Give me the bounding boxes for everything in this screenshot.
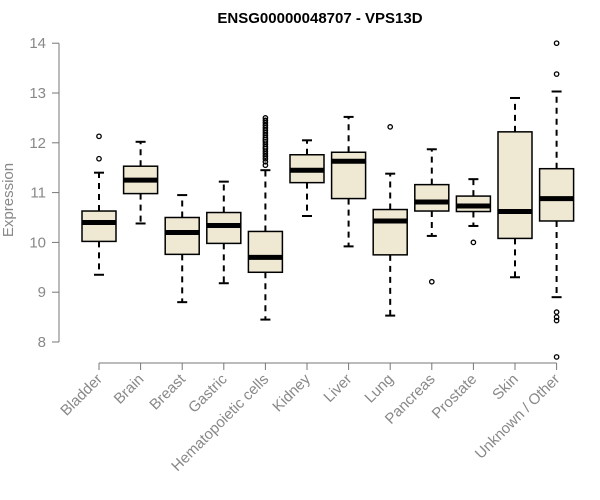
box-iqr <box>372 208 408 256</box>
outlier-point <box>553 314 560 320</box>
box-skin <box>497 96 533 279</box>
y-tick-label: 8 <box>38 334 46 351</box>
x-tick-label: Bladder <box>57 371 106 420</box>
box-iqr <box>497 131 533 240</box>
y-axis: 8 9 10 11 12 13 14 <box>29 35 60 351</box>
y-tick-label: 9 <box>38 284 46 301</box>
y-axis-title: Expression <box>0 163 17 237</box>
outlier-point <box>470 239 477 246</box>
outlier-point <box>553 354 560 360</box>
outlier-point <box>262 162 269 169</box>
y-tick-label: 13 <box>29 85 46 102</box>
outlier-point <box>553 317 560 324</box>
y-tick-label: 14 <box>29 35 46 52</box>
y-tick-label: 12 <box>29 135 46 152</box>
outlier-point <box>428 278 435 285</box>
chart-title: ENSG00000048707 - VPS13D <box>217 10 422 27</box>
box-iqr <box>164 216 200 256</box>
x-tick-label: Lung <box>361 371 397 407</box>
box-hematopoietic-cells <box>247 115 284 321</box>
box-gastric <box>206 180 242 285</box>
box-brain <box>122 140 159 225</box>
box-prostate <box>455 178 492 246</box>
box-pancreas <box>414 148 450 285</box>
box-lung <box>372 124 408 317</box>
box-breast <box>164 194 200 304</box>
box-unknown-other <box>538 40 575 360</box>
x-tick-label: Kidney <box>269 370 314 415</box>
y-tick-label: 11 <box>30 185 46 202</box>
x-tick-label: Liver <box>320 371 355 406</box>
x-tick-label: Prostate <box>429 371 481 423</box>
outlier-point <box>262 117 269 124</box>
y-tick-label: 10 <box>29 234 46 251</box>
outlier-point <box>96 155 102 162</box>
outlier-point <box>553 309 560 315</box>
x-tick-label: Breast <box>146 370 189 413</box>
box-iqr <box>414 183 450 212</box>
outlier-point <box>553 71 560 77</box>
box-bladder <box>81 133 117 276</box>
box-iqr <box>247 230 284 274</box>
box-kidney <box>289 139 325 218</box>
outlier-point <box>96 133 102 140</box>
x-tick-label: Skin <box>489 371 522 404</box>
outlier-point <box>553 40 560 47</box>
box-iqr <box>538 167 575 222</box>
boxes-group <box>81 40 575 360</box>
outlier-point <box>262 115 269 121</box>
box-iqr <box>81 210 117 243</box>
outlier-point <box>262 158 269 165</box>
x-tick-label: Brain <box>111 371 148 408</box>
outlier-point <box>387 124 394 130</box>
box-liver <box>330 115 367 248</box>
